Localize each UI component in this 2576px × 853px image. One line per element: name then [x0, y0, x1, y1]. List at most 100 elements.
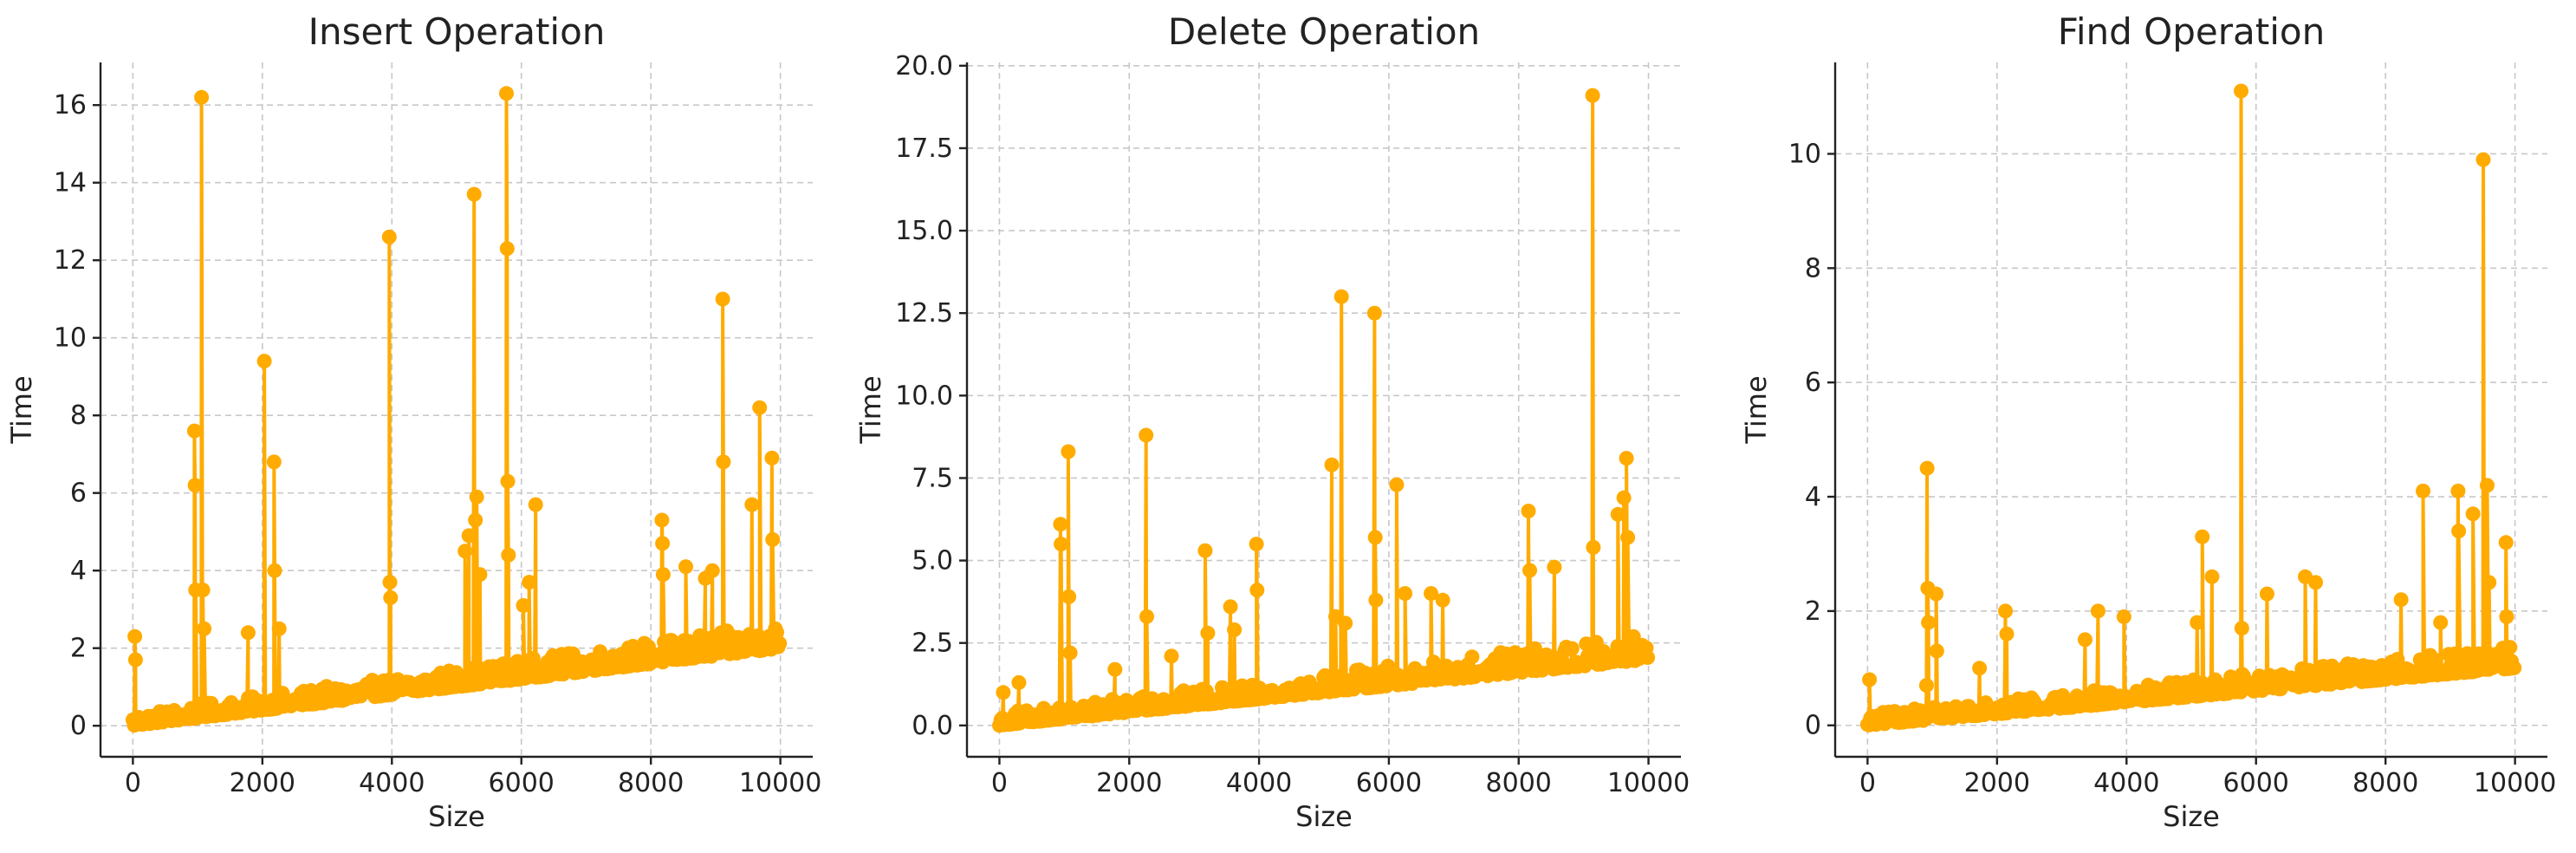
data-point [501, 547, 516, 563]
data-point [1921, 615, 1937, 630]
y-tick-label: 10 [1788, 139, 1821, 169]
data-point [472, 567, 488, 583]
y-tick-label: 20.0 [895, 51, 953, 81]
x-tick-label: 8000 [2352, 768, 2418, 798]
y-tick-label: 0.0 [912, 711, 953, 741]
y-tick-label: 7.5 [912, 463, 953, 493]
y-tick-label: 6 [1805, 368, 1821, 398]
data-point [1528, 641, 1542, 656]
data-point [1398, 586, 1413, 602]
data-point [500, 473, 516, 489]
data-point [469, 489, 484, 505]
y-tick-label: 10.0 [895, 381, 953, 411]
data-point [1139, 427, 1154, 443]
y-tick-label: 12 [54, 245, 87, 276]
data-point [1324, 457, 1340, 472]
data-point [1367, 530, 1383, 545]
data-point [641, 639, 656, 654]
data-point [468, 512, 483, 528]
data-point [1585, 88, 1600, 103]
data-point [466, 186, 482, 202]
data-point [187, 478, 203, 493]
data-point [2204, 569, 2220, 584]
data-point [197, 621, 212, 636]
data-point [1389, 477, 1405, 492]
data-point [522, 575, 537, 590]
x-tick-label: 0 [125, 768, 141, 798]
x-tick-label: 2000 [1096, 768, 1162, 798]
data-point [752, 400, 768, 415]
data-point [654, 512, 670, 528]
data-point [2234, 621, 2249, 636]
data-point [1164, 648, 1179, 664]
x-tick-label: 2000 [230, 768, 295, 798]
data-point [716, 454, 731, 470]
data-point [1011, 674, 1027, 690]
find-chart: Find Operation 0 2000 4000 6000 8000 10000 0 2 4 6… [1740, 10, 2556, 833]
data-point [1610, 639, 1625, 654]
y-tick-label: 6 [70, 479, 87, 509]
series-time [125, 86, 788, 733]
y-tick-label: 16 [54, 90, 87, 120]
data-point [2116, 609, 2132, 624]
series-line [997, 94, 1650, 727]
data-point [681, 634, 696, 649]
data-point [1424, 586, 1439, 602]
data-point [1929, 586, 1944, 602]
data-point [2502, 640, 2518, 655]
data-point [1139, 609, 1154, 624]
x-axis-label: Size [2163, 800, 2220, 833]
x-tick-label: 0 [1859, 768, 1876, 798]
data-point [195, 583, 211, 598]
data-point [715, 291, 730, 307]
y-tick-label: 15.0 [895, 216, 953, 246]
data-point [516, 598, 531, 613]
data-point [461, 528, 477, 544]
data-point [1522, 563, 1537, 578]
data-point [2498, 535, 2514, 550]
data-point [382, 575, 398, 590]
y-tick-label: 2 [1805, 596, 1821, 627]
data-point [528, 497, 543, 512]
data-point [240, 625, 256, 641]
chart-title: Insert Operation [308, 10, 606, 53]
data-point [256, 354, 272, 369]
data-point [1333, 289, 1349, 304]
data-point [2195, 529, 2210, 544]
data-point [1107, 661, 1123, 677]
data-point [1464, 649, 1480, 665]
data-point [2259, 586, 2274, 602]
data-point [1425, 654, 1441, 670]
delete-chart: Delete Operation 0 2000 4000 6000 8000 10000 0.… [854, 10, 1690, 833]
data-point [1061, 444, 1076, 459]
data-point [1919, 460, 1935, 476]
y-tick-label: 8 [70, 400, 87, 431]
data-point [1366, 305, 1382, 321]
data-point [593, 644, 608, 660]
data-point [2450, 483, 2466, 498]
insert-chart-panel: Insert Operation 0 2000 4000 6000 8000 10000 0 2… [0, 0, 859, 850]
data-point [1223, 599, 1238, 615]
data-point [2482, 575, 2497, 590]
data-point [1620, 530, 1636, 545]
data-point [1862, 672, 1878, 687]
data-point [2077, 632, 2093, 648]
x-axis-label: Size [428, 800, 485, 833]
data-point [2507, 660, 2522, 675]
data-point [1564, 641, 1580, 656]
data-point [2433, 615, 2449, 630]
data-point [1061, 589, 1077, 604]
x-tick-label: 4000 [359, 768, 425, 798]
data-point [383, 590, 399, 605]
data-point [2393, 592, 2409, 608]
data-point [186, 423, 202, 439]
data-point [127, 652, 143, 667]
data-point [1610, 506, 1625, 522]
data-point [678, 559, 693, 575]
x-tick-label: 10000 [739, 768, 821, 798]
data-point [765, 531, 781, 547]
x-tick-label: 10000 [1607, 768, 1690, 798]
y-tick-label: 17.5 [895, 133, 953, 164]
data-point [2090, 603, 2106, 619]
data-point [1547, 559, 1562, 575]
